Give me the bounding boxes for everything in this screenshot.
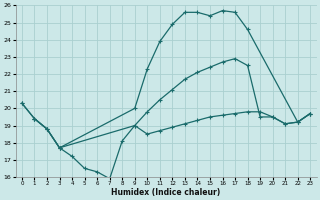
X-axis label: Humidex (Indice chaleur): Humidex (Indice chaleur): [111, 188, 221, 197]
